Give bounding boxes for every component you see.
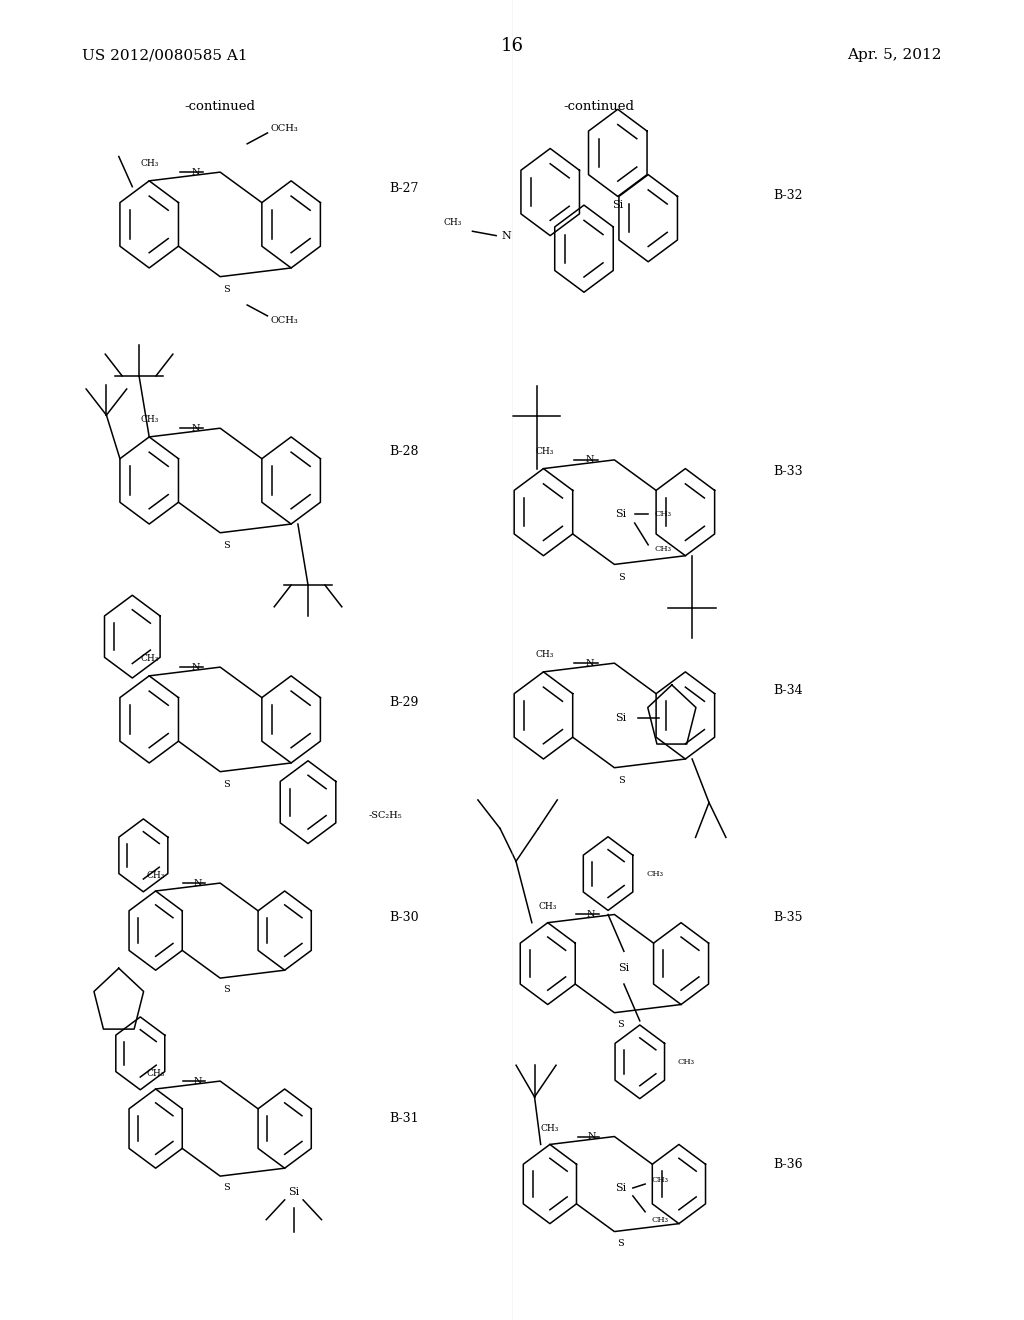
Text: 16: 16 — [501, 37, 523, 55]
Text: N: N — [586, 455, 594, 465]
Text: Si: Si — [618, 962, 630, 973]
Text: N: N — [194, 1077, 202, 1085]
Text: B-29: B-29 — [389, 696, 419, 709]
Text: N: N — [191, 168, 200, 177]
Text: B-36: B-36 — [773, 1158, 803, 1171]
Text: B-32: B-32 — [773, 189, 803, 202]
Text: Apr. 5, 2012: Apr. 5, 2012 — [848, 49, 942, 62]
Text: CH₃: CH₃ — [141, 414, 160, 424]
Text: S: S — [617, 776, 625, 785]
Text: N: N — [191, 663, 200, 672]
Text: B-35: B-35 — [773, 911, 803, 924]
Text: N: N — [502, 231, 511, 240]
Text: B-28: B-28 — [389, 445, 419, 458]
Text: Si: Si — [289, 1187, 299, 1197]
Text: S: S — [223, 1184, 230, 1192]
Text: Si: Si — [615, 1183, 626, 1193]
Text: CH₃: CH₃ — [678, 1057, 695, 1065]
Text: OCH₃: OCH₃ — [270, 124, 299, 133]
Text: N: N — [587, 909, 595, 919]
Text: S: S — [617, 573, 625, 582]
Text: CH₃: CH₃ — [141, 653, 160, 663]
Text: N: N — [588, 1133, 596, 1140]
Text: Si: Si — [615, 510, 627, 519]
Text: S: S — [223, 986, 230, 994]
Text: N: N — [194, 879, 202, 887]
Text: CH₃: CH₃ — [655, 545, 672, 553]
Text: CH₃: CH₃ — [536, 649, 554, 659]
Text: Si: Si — [612, 201, 624, 210]
Text: B-31: B-31 — [389, 1111, 419, 1125]
Text: B-33: B-33 — [773, 465, 803, 478]
Text: B-30: B-30 — [389, 911, 419, 924]
Text: S: S — [223, 780, 230, 789]
Text: CH₃: CH₃ — [146, 1069, 165, 1077]
Text: US 2012/0080585 A1: US 2012/0080585 A1 — [82, 49, 248, 62]
Text: CH₃: CH₃ — [646, 870, 664, 878]
Text: CH₃: CH₃ — [536, 446, 554, 455]
Text: CH₃: CH₃ — [539, 902, 557, 911]
Text: N: N — [191, 424, 200, 433]
Text: CH₃: CH₃ — [651, 1176, 669, 1184]
Text: OCH₃: OCH₃ — [270, 315, 299, 325]
Text: S: S — [617, 1239, 625, 1247]
Text: CH₃: CH₃ — [141, 158, 160, 168]
Text: S: S — [223, 285, 230, 294]
Text: -continued: -continued — [563, 100, 635, 114]
Text: B-27: B-27 — [389, 182, 419, 195]
Text: CH₃: CH₃ — [541, 1125, 559, 1133]
Text: B-34: B-34 — [773, 684, 803, 697]
Text: S: S — [617, 1020, 625, 1030]
Text: S: S — [223, 541, 230, 550]
Text: Si: Si — [615, 713, 627, 722]
Text: N: N — [586, 659, 594, 668]
Text: CH₃: CH₃ — [655, 511, 672, 519]
Text: -SC₂H₅: -SC₂H₅ — [369, 810, 402, 820]
Text: CH₃: CH₃ — [146, 871, 165, 879]
Text: CH₃: CH₃ — [444, 218, 462, 227]
Text: CH₃: CH₃ — [651, 1216, 669, 1224]
Text: -continued: -continued — [184, 100, 256, 114]
